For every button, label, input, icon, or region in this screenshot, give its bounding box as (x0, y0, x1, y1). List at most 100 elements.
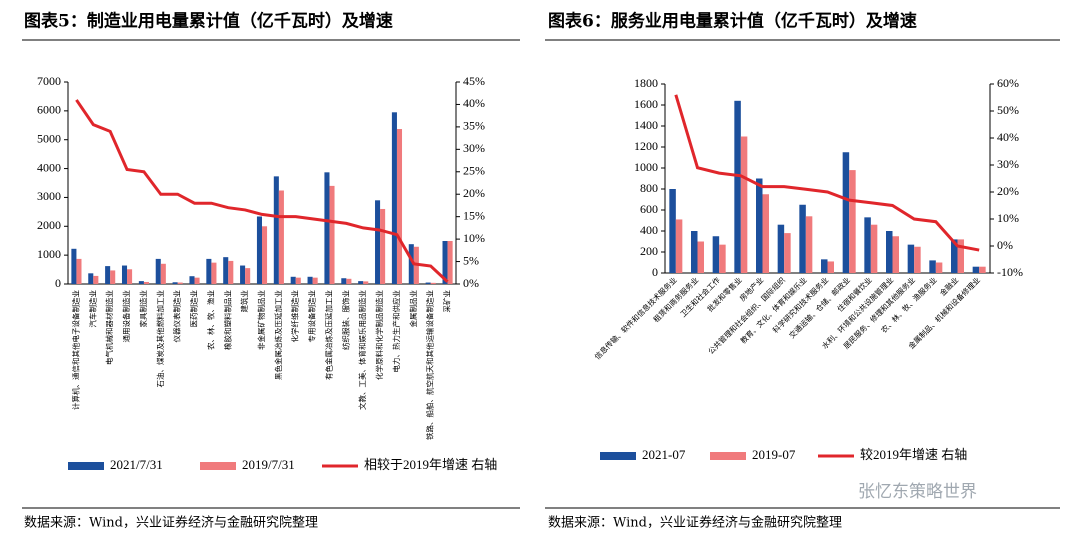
bar (697, 241, 704, 273)
bar (821, 259, 828, 273)
x-tick-label: 通用设备制造业 (121, 290, 131, 343)
y2-tick-label: 30% (997, 157, 1019, 171)
bar (675, 219, 683, 273)
legend-label: 2019-07 (752, 447, 796, 462)
bar (278, 190, 284, 284)
x-tick-label: 黑色金属冶炼及压延加工业 (273, 290, 283, 380)
y2-tick-label: 25% (463, 164, 485, 178)
x-tick-label: 化学纤维制造业 (290, 290, 300, 343)
y-tick-label: 600 (640, 202, 658, 216)
bar (155, 258, 161, 284)
y2-tick-label: 10% (463, 231, 485, 245)
legend-label: 较2019年增速 右轴 (860, 447, 967, 462)
legend-label: 2019/7/31 (242, 457, 295, 472)
y2-tick-label: 40% (997, 130, 1019, 144)
bar (211, 262, 217, 284)
bar (194, 277, 200, 284)
bar (295, 277, 301, 284)
y2-tick-label: 0% (463, 276, 479, 290)
bar (784, 233, 791, 273)
y-tick-label: 2000 (37, 218, 61, 232)
y2-tick-label: 5% (463, 253, 479, 267)
y-tick-label: 0 (652, 265, 658, 279)
bar (391, 112, 397, 284)
y2-tick-label: 40% (463, 96, 485, 110)
bar (138, 281, 144, 284)
x-tick-label: 仪器仪表制造业 (172, 290, 182, 343)
bar (110, 270, 116, 284)
bar (143, 281, 149, 284)
x-tick-label: 化学原料和化学制品制造业 (374, 290, 384, 380)
bar (929, 260, 936, 273)
source: 数据来源：Wind，兴业证券经济与金融研究院整理 (24, 515, 318, 531)
bar (425, 282, 431, 284)
x-tick-label: 采矿业 (442, 290, 452, 313)
bar (228, 260, 234, 284)
bar (762, 194, 769, 273)
bar (447, 241, 453, 284)
legend-swatch (710, 452, 746, 460)
y-tick-label: 800 (640, 181, 658, 195)
legend-label: 2021-07 (642, 447, 686, 462)
y-tick-label: 5000 (37, 131, 61, 145)
y-tick-label: 0 (55, 276, 61, 290)
line (674, 94, 980, 252)
bar (756, 178, 763, 273)
bar (256, 216, 262, 284)
bar (719, 244, 726, 273)
bar (805, 216, 813, 273)
bar (827, 261, 834, 273)
bar (669, 189, 676, 273)
bar (842, 152, 850, 273)
source: 数据来源：Wind，兴业证券经济与金融研究院整理 (548, 515, 842, 531)
y-tick-label: 3000 (37, 189, 61, 203)
bar (324, 172, 330, 284)
y-tick-label: 400 (640, 223, 658, 237)
bar (892, 236, 899, 273)
x-tick-label: 橡胶和塑料制品业 (222, 290, 232, 350)
bar (346, 278, 352, 284)
bar (307, 276, 313, 284)
y-tick-label: 1000 (634, 160, 658, 174)
y2-tick-label: 60% (997, 76, 1019, 90)
x-tick-label: 非金属矿物制品业 (256, 290, 266, 350)
bar (799, 204, 806, 273)
watermark: 张忆东策略世界 (858, 482, 977, 502)
y2-tick-label: 10% (997, 211, 1019, 225)
bar (907, 244, 915, 273)
y-tick-label: 1400 (634, 118, 658, 132)
bar (740, 136, 748, 273)
y2-tick-label: 30% (463, 141, 485, 155)
bar (290, 276, 296, 284)
bar (935, 262, 943, 273)
y-tick-label: 1800 (634, 76, 658, 90)
x-tick-label: 纺织服装、服饰业 (340, 290, 350, 350)
bar (442, 241, 448, 284)
x-tick-label: 专用设备制造业 (307, 290, 317, 343)
chart-title: 图表6：服务业用电量累计值（亿千瓦时）及增速 (548, 11, 917, 32)
line (75, 99, 449, 283)
x-tick-label: 铁路、船舶、航空航天和其他运输设备制造业 (425, 290, 435, 440)
bar (245, 268, 251, 284)
bar (972, 266, 980, 273)
bar (380, 208, 386, 284)
chart-title: 图表5：制造业用电量累计值（亿千瓦时）及增速 (24, 11, 393, 32)
legend-label: 2021/7/31 (110, 457, 163, 472)
bar (363, 281, 369, 284)
bar (777, 224, 785, 273)
y2-tick-label: 50% (997, 103, 1019, 117)
y-tick-label: 4000 (37, 160, 61, 174)
bar (88, 273, 94, 284)
bar (396, 129, 403, 284)
y2-tick-label: 0% (997, 238, 1013, 252)
x-tick-label: 汽车制造业 (87, 290, 97, 328)
bar (312, 277, 318, 284)
bar (734, 100, 741, 273)
bar (105, 266, 111, 284)
x-tick-label: 建筑业 (239, 290, 249, 313)
bar (160, 263, 166, 284)
bar (886, 231, 893, 273)
bar (849, 170, 856, 273)
y2-tick-label: 20% (463, 186, 485, 200)
